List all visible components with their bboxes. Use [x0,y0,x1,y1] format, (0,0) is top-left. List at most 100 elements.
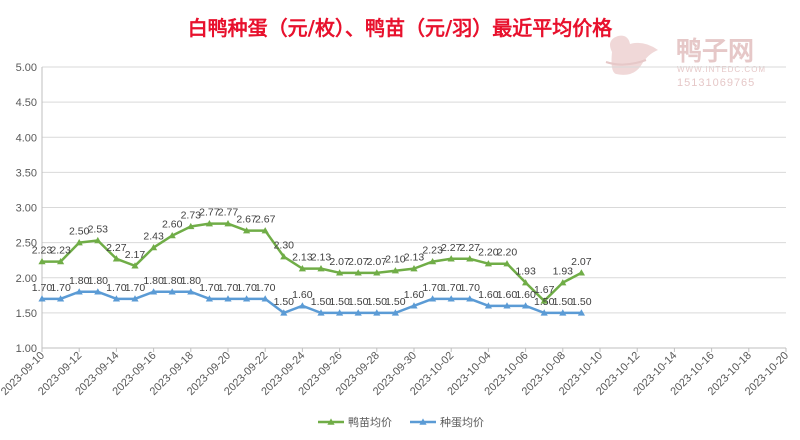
y-tick-label: 2.00 [16,273,37,285]
data-label: 1.67 [534,284,555,296]
watermark-phone: 15131069765 [677,77,755,89]
data-label: 2.07 [348,256,369,268]
data-point [57,257,65,265]
data-point [391,309,399,316]
data-label: 1.80 [181,275,202,287]
data-label: 1.50 [534,296,555,308]
data-label: 2.67 [236,214,257,226]
data-point [559,279,567,286]
data-label: 2.30 [274,240,295,252]
watermark-url: WWW.INTEDC.COM [677,65,766,74]
data-point [484,260,492,267]
data-label: 2.20 [478,247,499,259]
data-point [261,295,269,302]
data-point [317,265,325,272]
data-label: 1.60 [404,289,425,301]
data-label: 1.70 [199,282,220,294]
data-point [336,309,344,316]
data-label: 1.60 [497,289,518,301]
watermark: 鸭子网 WWW.INTEDC.COM 15131069765 [605,35,766,89]
data-label: 1.70 [422,282,443,294]
data-point [205,220,213,227]
data-label: 2.77 [218,207,239,219]
data-label: 2.20 [497,247,518,259]
data-point [205,295,213,302]
y-tick-label: 5.00 [16,62,37,74]
data-point [391,267,399,274]
data-label: 2.50 [69,226,90,238]
x-axis: 2023-09-102023-09-122023-09-142023-09-16… [0,347,791,398]
data-point [577,269,585,276]
data-point [38,257,46,265]
data-label: 2.07 [571,256,592,268]
data-point [503,302,511,309]
data-label: 1.50 [571,296,592,308]
data-label: 1.50 [553,296,574,308]
data-point [373,269,381,276]
data-point [94,288,102,295]
data-label: 2.27 [441,242,462,254]
legend-label: 鸭苗均价 [348,416,392,429]
data-label: 1.80 [143,275,164,287]
y-tick-label: 1.50 [16,308,37,320]
data-point [243,227,251,234]
data-point [317,309,325,316]
data-label: 1.70 [255,282,276,294]
data-label: 1.70 [125,282,146,294]
data-label: 1.60 [478,289,499,301]
data-point [187,288,195,295]
data-label: 1.60 [515,289,536,301]
data-point [503,260,511,267]
data-labels: 2.232.232.502.532.272.172.432.602.732.77… [32,207,592,308]
data-label: 2.07 [329,256,350,268]
data-point [280,309,288,316]
data-label: 1.50 [385,296,406,308]
data-label: 1.50 [367,296,388,308]
data-point [484,302,492,309]
data-label: 1.50 [274,296,295,308]
data-label: 2.23 [422,245,443,257]
data-point [522,279,530,286]
data-label: 2.77 [199,207,220,219]
data-label: 2.13 [404,252,425,264]
data-point [410,265,418,272]
data-point [75,288,83,295]
data-point [410,302,418,309]
data-label: 1.80 [88,275,109,287]
data-point [38,295,46,302]
data-point [466,295,474,302]
data-point [224,295,232,302]
data-label: 2.60 [162,219,183,231]
data-point [577,309,585,316]
data-point [94,236,102,244]
legend-marker [327,418,335,425]
watermark-name: 鸭子网 [676,37,754,67]
data-label: 2.23 [32,245,53,257]
data-label: 2.13 [292,252,313,264]
data-label: 1.50 [329,296,350,308]
data-point [112,295,120,302]
legend: 鸭苗均价 种蛋均价 [318,415,484,429]
data-point [522,302,530,309]
data-label: 2.10 [385,254,406,266]
y-tick-label: 4.00 [16,132,37,144]
data-point [336,269,344,276]
data-point [298,302,306,309]
y-tick-label: 3.00 [16,203,37,215]
series-line [42,222,582,303]
data-label: 1.70 [236,282,257,294]
data-label: 2.73 [181,209,202,221]
data-point [187,222,195,230]
y-tick-label: 4.50 [16,97,37,109]
data-point [224,220,232,227]
data-label: 2.53 [88,224,109,236]
data-label: 2.13 [311,252,332,264]
data-point [298,265,306,272]
data-point [447,295,455,302]
data-label: 1.70 [460,282,481,294]
data-point [559,309,567,316]
data-label: 1.70 [106,282,127,294]
data-point [112,255,120,262]
data-label: 1.80 [69,275,90,287]
